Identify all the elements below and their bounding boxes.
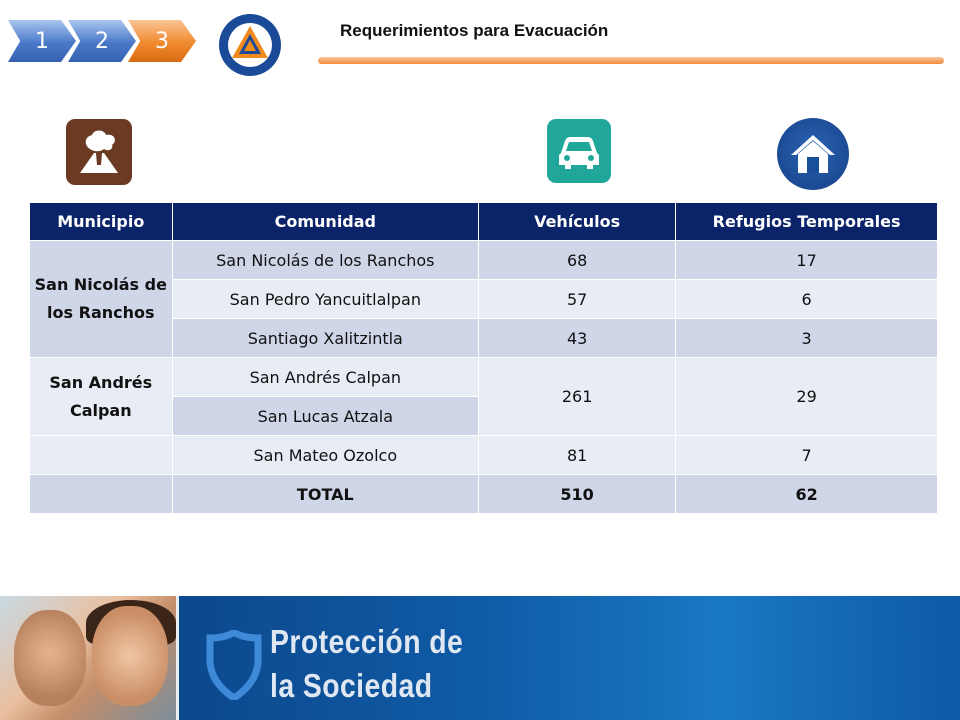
- header-comunidad: Comunidad: [172, 203, 480, 241]
- photo-divider: [176, 596, 179, 720]
- total-vehiculos: 510: [478, 474, 677, 513]
- comunidad-cell: San Pedro Yancuitlalpan: [172, 279, 480, 319]
- total-refugios: 62: [675, 474, 938, 513]
- comunidad-cell: San Nicolás de los Ranchos: [172, 240, 480, 280]
- header-vehiculos: Vehículos: [478, 203, 677, 241]
- footer-banner: [0, 596, 960, 720]
- municipio-cell: [30, 435, 173, 475]
- banner-line-2: la Sociedad: [270, 667, 433, 704]
- car-icon: [547, 119, 611, 183]
- shield-icon: [206, 630, 262, 700]
- step-1-label: 1: [35, 28, 49, 54]
- comunidad-cell: Santiago Xalitzintla: [172, 318, 480, 358]
- comunidad-cell: San Mateo Ozolco: [172, 435, 480, 475]
- table-header-row: Municipio Comunidad Vehículos Refugios T…: [30, 203, 938, 241]
- girl-face-shape: [92, 606, 168, 706]
- total-label: TOTAL: [172, 474, 480, 513]
- total-empty-cell: [30, 474, 173, 513]
- step-3-chevron[interactable]: 3: [128, 20, 196, 62]
- step-2-label: 2: [95, 28, 109, 54]
- proteccion-civil-logo: [219, 14, 281, 76]
- refugios-cell: 7: [675, 435, 938, 475]
- vehiculos-cell: 68: [478, 240, 677, 280]
- table-row: San Pedro Yancuitlalpan 57 6: [30, 279, 938, 319]
- banner-line-1: Protección de: [270, 623, 464, 660]
- refugios-cell: 17: [675, 240, 938, 280]
- page-title: Requerimientos para Evacuación: [340, 21, 609, 40]
- municipio-cell: San Andrés Calpan: [30, 357, 173, 436]
- vehiculos-cell: 57: [478, 279, 677, 319]
- vehiculos-cell: 261: [478, 357, 677, 436]
- header-refugios: Refugios Temporales: [675, 203, 938, 241]
- table-row: San Andrés Calpan San Andrés Calpan 261 …: [30, 357, 938, 436]
- volcano-icon: [66, 119, 132, 185]
- step-3-label: 3: [155, 28, 169, 54]
- comunidad-cell: San Andrés Calpan: [172, 357, 480, 397]
- vehiculos-cell: 81: [478, 435, 677, 475]
- evacuation-requirements-table: Municipio Comunidad Vehículos Refugios T…: [30, 203, 938, 513]
- title-underline: [318, 57, 944, 64]
- refugios-cell: 29: [675, 357, 938, 436]
- step-2-chevron[interactable]: 2: [68, 20, 136, 62]
- step-1-chevron[interactable]: 1: [8, 20, 76, 62]
- table-row: Santiago Xalitzintla 43 3: [30, 318, 938, 358]
- header-municipio: Municipio: [30, 203, 173, 241]
- vehiculos-cell: 43: [478, 318, 677, 358]
- table-row: San Mateo Ozolco 81 7: [30, 435, 938, 475]
- table-row: San Nicolás de los Ranchos San Nicolás d…: [30, 240, 938, 358]
- total-row: TOTAL 510 62: [30, 474, 938, 513]
- table-row: San Lucas Atzala: [30, 396, 938, 436]
- house-icon: [777, 118, 849, 190]
- man-face-shape: [14, 610, 86, 706]
- family-photo: [0, 596, 178, 720]
- banner-slogan: Protección de la Sociedad: [270, 620, 463, 708]
- refugios-cell: 3: [675, 318, 938, 358]
- municipio-cell: San Nicolás de los Ranchos: [30, 240, 173, 358]
- comunidad-cell: San Lucas Atzala: [172, 396, 480, 436]
- refugios-cell: 6: [675, 279, 938, 319]
- step-indicator: 1 2 3: [8, 20, 198, 64]
